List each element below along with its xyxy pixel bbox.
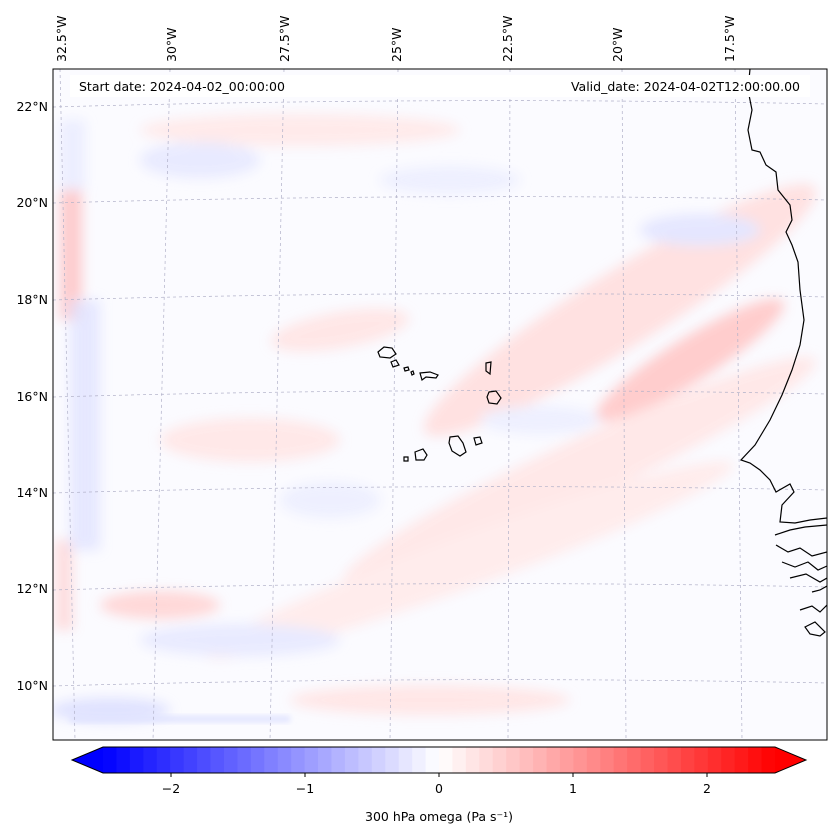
colorbar-step [116,747,131,773]
colorbar-step [627,747,642,773]
colorbar-step [748,747,763,773]
colorbar-step [694,747,709,773]
header-box [70,75,810,97]
colorbar-step [506,747,521,773]
colorbar-step [479,747,494,773]
colorbar-tick-2: 2 [703,781,711,796]
colorbar-step [559,747,574,773]
colorbar-step [654,747,668,773]
lon-label-17-5w: 17.5°W [722,16,737,62]
lat-label-18n: 18°N [16,292,48,307]
colorbar-step [573,747,588,773]
colorbar-step [183,747,198,773]
colorbar-step [156,747,171,773]
colorbar-step [331,747,346,773]
lon-label-30w: 30°W [164,27,179,62]
lon-label-20w: 20°W [610,27,625,62]
lat-label-20n: 20°N [16,195,48,210]
lon-label-32-5w: 32.5°W [54,16,69,62]
colorbar-step [385,747,400,773]
colorbar-step [291,747,306,773]
colorbar-tick-0: 0 [435,781,443,796]
colorbar-step [519,747,534,773]
colorbar-step [707,747,722,773]
colorbar-step [223,747,238,773]
colorbar-step [600,747,615,773]
colorbar-step [734,747,749,773]
coastline [377,69,827,637]
colorbar-step [640,747,655,773]
start-date-label: Start date: 2024-04-02_00:00:00 [79,79,285,94]
colorbar-step [667,747,682,773]
colorbar-step [761,747,776,773]
colorbar-tick-marks [170,773,708,777]
colorbar-step [143,747,158,773]
lon-label-25w: 25°W [389,27,404,62]
colorbar-step [170,747,185,773]
colorbar-step [250,747,265,773]
colorbar-step [304,747,319,773]
colorbar-tick-1: 1 [569,781,577,796]
valid-date-label: Valid_date: 2024-04-02T12:00:00.00 [571,79,800,94]
colorbar-step [533,747,548,773]
lat-label-16n: 16°N [16,389,48,404]
lon-label-27-5w: 27.5°W [277,16,292,62]
colorbar-step [237,747,252,773]
colorbar-step [277,747,292,773]
omega-field [53,69,827,740]
colorbar-step [613,747,628,773]
colorbar-step [439,747,453,773]
colorbar-tick-neg2: −2 [162,781,180,796]
colorbar-step [425,747,440,773]
colorbar-step [129,747,144,773]
colorbar-step [452,747,467,773]
colorbar-extend-min [72,747,103,773]
colorbar-step [103,747,117,773]
map-frame [52,68,828,741]
colorbar-step [318,747,332,773]
colorbar-step [358,747,373,773]
colorbar-step [412,747,427,773]
colorbar-step [398,747,413,773]
colorbar-step [371,747,386,773]
colorbar-step [344,747,359,773]
lat-label-10n: 10°N [16,678,48,693]
colorbar-step [210,747,225,773]
colorbar-tick-neg1: −1 [296,781,314,796]
colorbar-steps [72,747,806,773]
lat-label-22n: 22°N [16,99,48,114]
colorbar-step [680,747,695,773]
colorbar-step [492,747,507,773]
colorbar-step [546,747,561,773]
lat-label-14n: 14°N [16,485,48,500]
colorbar-step [264,747,279,773]
colorbar-step [197,747,212,773]
lon-label-22-5w: 22.5°W [500,16,515,62]
lat-label-12n: 12°N [16,581,48,596]
colorbar-label: 300 hPa omega (Pa s⁻¹) [365,809,513,824]
gridlines [53,69,827,740]
colorbar-step [586,747,601,773]
colorbar-step [465,747,480,773]
colorbar-outline [70,746,808,774]
colorbar-extend-max [775,747,806,773]
colorbar-step [721,747,736,773]
